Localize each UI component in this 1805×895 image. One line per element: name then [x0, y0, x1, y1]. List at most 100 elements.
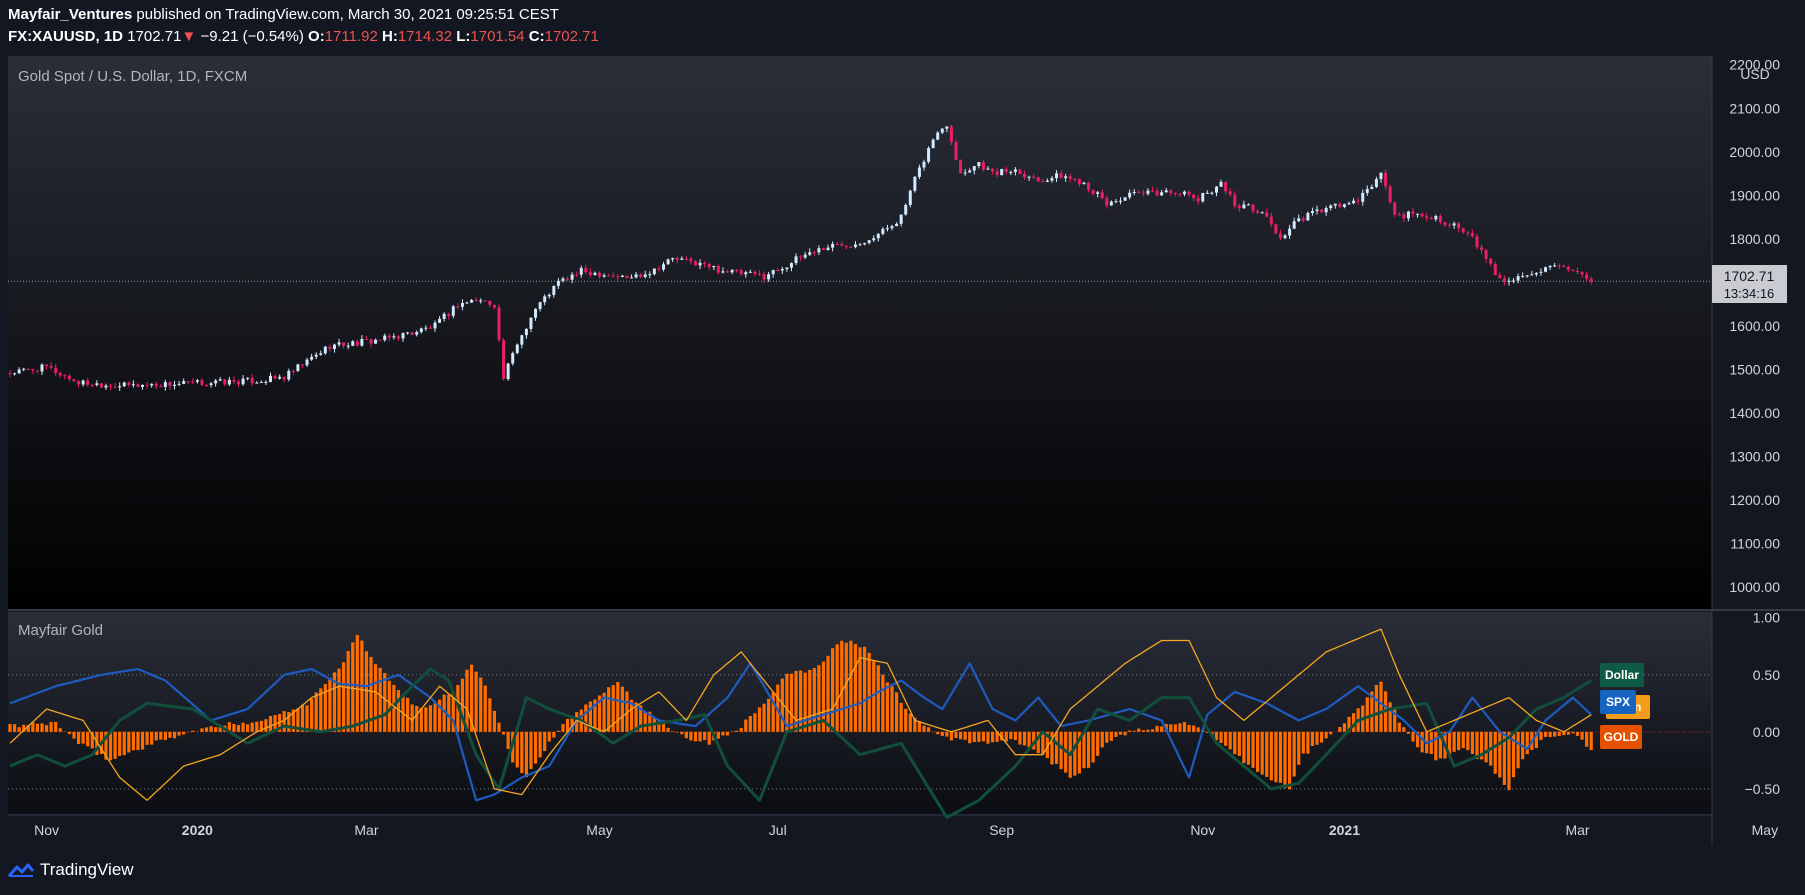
brand-footer[interactable]: TradingView [8, 860, 134, 880]
candle-body [1292, 221, 1296, 229]
candle-body [136, 384, 140, 387]
candle-body [470, 299, 474, 303]
candle-body [1461, 228, 1465, 233]
price-tick-6: 1600.00 [1729, 318, 1780, 334]
gold-histogram-bar [767, 698, 771, 732]
gold-histogram-bar [565, 718, 570, 732]
candle-body [876, 233, 880, 239]
candle-body [1475, 236, 1479, 248]
countdown: 13:34:16 [1724, 286, 1775, 301]
gold-histogram-bar [433, 703, 437, 732]
candle-body [1242, 204, 1246, 209]
gold-histogram-bar [643, 711, 647, 732]
gold-histogram-bar [547, 731, 551, 742]
gold-histogram-bar [405, 697, 410, 732]
author-name[interactable]: Mayfair_Ventures [8, 6, 133, 23]
candle-body [1420, 213, 1424, 217]
candle-body [1210, 192, 1214, 194]
close-value: 1702.71 [544, 28, 599, 45]
badge-label: GOLD [1604, 730, 1639, 744]
gold-histogram-bar [264, 719, 268, 732]
candle-body [648, 274, 652, 276]
candle-body [511, 353, 515, 364]
candle-body [1146, 190, 1150, 194]
candle-body [1306, 213, 1310, 221]
time-tick-1: 2020 [182, 822, 213, 838]
gold-histogram-bar [415, 705, 419, 732]
candle-body [817, 248, 821, 253]
candle-body [991, 168, 995, 172]
candle-body [1205, 192, 1209, 194]
candle-body [538, 302, 542, 309]
candle-body [223, 379, 227, 385]
gold-histogram-bar [310, 698, 314, 732]
gold-histogram-bar [1041, 731, 1045, 755]
badge-dollar: Dollar [1600, 663, 1644, 687]
candle-body [666, 259, 670, 265]
badge-bg [1600, 690, 1636, 714]
gold-histogram-bar [1150, 729, 1155, 732]
candle-body [1173, 192, 1177, 195]
gold-histogram-bar [744, 719, 748, 732]
candle-body [1256, 211, 1260, 213]
gold-histogram-bar [305, 705, 309, 732]
candle-body [890, 226, 894, 229]
candle-body [241, 378, 245, 385]
gold-histogram-bar [1251, 731, 1255, 768]
gold-histogram-bar [1502, 731, 1506, 785]
gold-histogram-bar [735, 730, 739, 732]
gold-histogram-bar [1086, 731, 1091, 768]
gold-histogram-bar [1009, 731, 1013, 740]
candle-body [351, 341, 355, 346]
gold-histogram-bar [451, 691, 455, 732]
candle-body [931, 139, 935, 149]
gold-histogram-bar [1297, 731, 1301, 765]
candle-body [1087, 182, 1091, 190]
gold-histogram-bar [1388, 702, 1392, 732]
gold-histogram-bar [1036, 731, 1040, 754]
gold-histogram-bar [629, 699, 634, 732]
gold-histogram-bar [990, 731, 995, 743]
gold-histogram-bar [963, 731, 967, 740]
gold-histogram-bar [1338, 726, 1342, 732]
candle-body [255, 382, 259, 384]
gold-histogram-bar [1351, 713, 1356, 732]
candle-body [534, 308, 538, 318]
gold-histogram-bar [346, 651, 350, 732]
candle-body [392, 336, 396, 338]
gold-histogram-bar [31, 722, 35, 732]
gold-histogram-bar [1475, 731, 1479, 760]
candle-body [177, 383, 181, 385]
gold-histogram-bar [552, 731, 556, 738]
gold-histogram-bar [1146, 729, 1150, 732]
gold-histogram-bar [483, 685, 487, 732]
gold-histogram-bar [1292, 731, 1296, 777]
candle-body [264, 381, 268, 383]
gold-histogram-bar [1091, 731, 1095, 763]
candle-body [127, 382, 131, 386]
publish-info: Mayfair_Ventures published on TradingVie… [8, 6, 559, 23]
brand-name: TradingView [40, 860, 134, 879]
candle-body [762, 274, 766, 280]
candle-body [716, 265, 720, 273]
candle-body [1498, 275, 1502, 279]
candle-body [1544, 267, 1548, 272]
gold-histogram-bar [1493, 731, 1497, 774]
candle-body [643, 274, 647, 277]
candle-body [488, 301, 492, 305]
candle-body [364, 338, 368, 340]
candle-body [707, 263, 711, 268]
time-tick-2: Mar [354, 822, 378, 838]
candle-body [721, 271, 725, 273]
gold-histogram-bar [1479, 731, 1484, 760]
gold-histogram-bar [876, 665, 880, 732]
candle-body [520, 335, 524, 345]
candle-body [141, 384, 145, 387]
gold-histogram-bar [826, 655, 830, 732]
candle-body [287, 370, 291, 380]
gold-histogram-bar [1365, 697, 1369, 732]
candle-body [442, 313, 446, 319]
gold-histogram-bar [1393, 709, 1397, 732]
candle-body [1502, 278, 1506, 282]
